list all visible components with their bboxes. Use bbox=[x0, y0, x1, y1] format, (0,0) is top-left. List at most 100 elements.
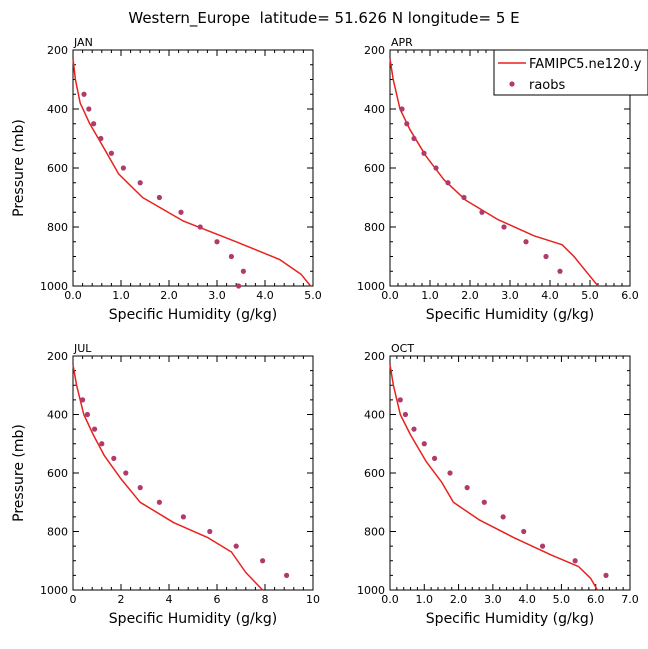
y-tick-label: 1000 bbox=[40, 280, 68, 293]
series-line-model bbox=[389, 364, 599, 591]
raobs-point bbox=[397, 397, 403, 403]
x-tick-label: 2.0 bbox=[461, 289, 479, 302]
x-tick-label: 7.0 bbox=[621, 593, 639, 606]
legend-label-raobs: raobs bbox=[529, 78, 566, 93]
y-tick-label: 400 bbox=[47, 103, 68, 116]
raobs-point bbox=[445, 180, 451, 186]
panel-label: OCT bbox=[391, 342, 414, 355]
raobs-point bbox=[572, 558, 578, 564]
raobs-point bbox=[91, 121, 97, 127]
raobs-point bbox=[481, 499, 487, 505]
raobs-point bbox=[539, 543, 546, 549]
y-tick-label: 800 bbox=[47, 221, 68, 234]
raobs-point bbox=[137, 485, 143, 491]
panel-jan: JAN 0.0 1.0 2.0 3.0 4.0 5.0 200 400 600 800 1000 Spe… bbox=[11, 36, 322, 323]
raobs-point bbox=[156, 499, 162, 505]
panel-label: JUL bbox=[73, 342, 92, 355]
x-tick-label: 4.0 bbox=[541, 289, 559, 302]
x-tick-label: 6.0 bbox=[621, 289, 639, 302]
x-tick-label: 8 bbox=[262, 593, 269, 606]
legend-box bbox=[493, 49, 648, 96]
raobs-point bbox=[178, 209, 184, 215]
y-tick-label: 1000 bbox=[40, 584, 68, 597]
y-tick-label: 800 bbox=[364, 221, 385, 234]
raobs-point bbox=[98, 135, 104, 142]
raobs-point bbox=[80, 397, 86, 403]
raobs-point bbox=[156, 194, 162, 201]
raobs-point bbox=[137, 180, 143, 186]
raobs-point bbox=[411, 135, 417, 142]
raobs-point bbox=[84, 411, 90, 418]
panel-label: JAN bbox=[73, 36, 93, 49]
x-tick-label: 0.0 bbox=[64, 289, 82, 302]
raobs-point bbox=[92, 426, 98, 432]
raobs-point bbox=[603, 572, 609, 578]
raobs-point bbox=[500, 514, 506, 520]
raobs-point bbox=[180, 514, 186, 520]
raobs-point bbox=[421, 150, 427, 156]
x-tick-label: 3.0 bbox=[208, 289, 226, 302]
y-tick-label: 600 bbox=[47, 162, 68, 175]
x-tick-label: 1.0 bbox=[416, 593, 434, 606]
y-tick-label: 600 bbox=[47, 467, 68, 480]
x-tick-label: 5.0 bbox=[553, 593, 571, 606]
raobs-point bbox=[228, 253, 234, 260]
x-tick-label: 10 bbox=[306, 593, 320, 606]
x-tick-label: 1.0 bbox=[421, 289, 439, 302]
x-axis-label: Specific Humidity (g/kg) bbox=[426, 611, 594, 627]
raobs-point bbox=[284, 572, 290, 578]
x-tick-label: 4.0 bbox=[518, 593, 536, 606]
x-tick-label: 5.0 bbox=[304, 289, 322, 302]
raobs-point bbox=[464, 485, 470, 491]
raobs-point bbox=[433, 165, 439, 171]
y-tick-label: 400 bbox=[364, 103, 385, 116]
y-tick-label: 200 bbox=[364, 44, 385, 57]
raobs-point bbox=[404, 121, 410, 127]
raobs-point bbox=[501, 224, 507, 230]
raobs-point bbox=[521, 528, 527, 535]
raobs-point bbox=[240, 268, 246, 274]
raobs-point bbox=[479, 209, 485, 215]
x-tick-label: 3.0 bbox=[501, 289, 519, 302]
y-tick-label: 600 bbox=[364, 162, 385, 175]
panel-label: APR bbox=[391, 36, 413, 49]
y-tick-label: 1000 bbox=[357, 584, 385, 597]
plot-frame bbox=[389, 355, 631, 591]
y-tick-label: 200 bbox=[47, 44, 68, 57]
x-axis-label: Specific Humidity (g/kg) bbox=[109, 611, 277, 627]
raobs-point bbox=[99, 441, 105, 447]
x-tick-label: 6 bbox=[214, 593, 221, 606]
x-tick-label: 2 bbox=[118, 593, 125, 606]
raobs-point bbox=[86, 106, 92, 112]
chart-panels: JAN 0.0 1.0 2.0 3.0 4.0 5.0 200 400 600 800 1000 Spe… bbox=[11, 36, 639, 627]
y-tick-label: 200 bbox=[47, 350, 68, 363]
raobs-point bbox=[214, 239, 220, 245]
x-axis-label: Specific Humidity (g/kg) bbox=[426, 307, 594, 323]
y-tick-label: 800 bbox=[47, 526, 68, 539]
raobs-point bbox=[421, 441, 427, 447]
raobs-point bbox=[557, 268, 563, 274]
raobs-point bbox=[447, 470, 453, 476]
raobs-point bbox=[431, 455, 438, 461]
series-line-model bbox=[72, 364, 264, 591]
raobs-point bbox=[197, 224, 203, 230]
raobs-point bbox=[543, 253, 549, 260]
raobs-point bbox=[111, 455, 117, 461]
raobs-point bbox=[402, 411, 409, 418]
y-tick-label: 400 bbox=[47, 409, 68, 422]
x-tick-label: 2.0 bbox=[160, 289, 178, 302]
raobs-point bbox=[411, 426, 417, 432]
x-tick-label: 4.0 bbox=[256, 289, 274, 302]
figure-title: Western_Europe latitude= 51.626 N longit… bbox=[128, 9, 519, 28]
raobs-point bbox=[233, 543, 239, 549]
raobs-point bbox=[120, 165, 126, 171]
plot-frame bbox=[72, 49, 314, 287]
raobs-point bbox=[108, 150, 114, 156]
x-tick-label: 0 bbox=[70, 593, 77, 606]
x-tick-label: 5.0 bbox=[581, 289, 599, 302]
raobs-point bbox=[523, 239, 529, 245]
x-tick-label: 0.0 bbox=[381, 289, 399, 302]
raobs-point bbox=[123, 470, 129, 476]
x-tick-label: 4 bbox=[166, 593, 173, 606]
